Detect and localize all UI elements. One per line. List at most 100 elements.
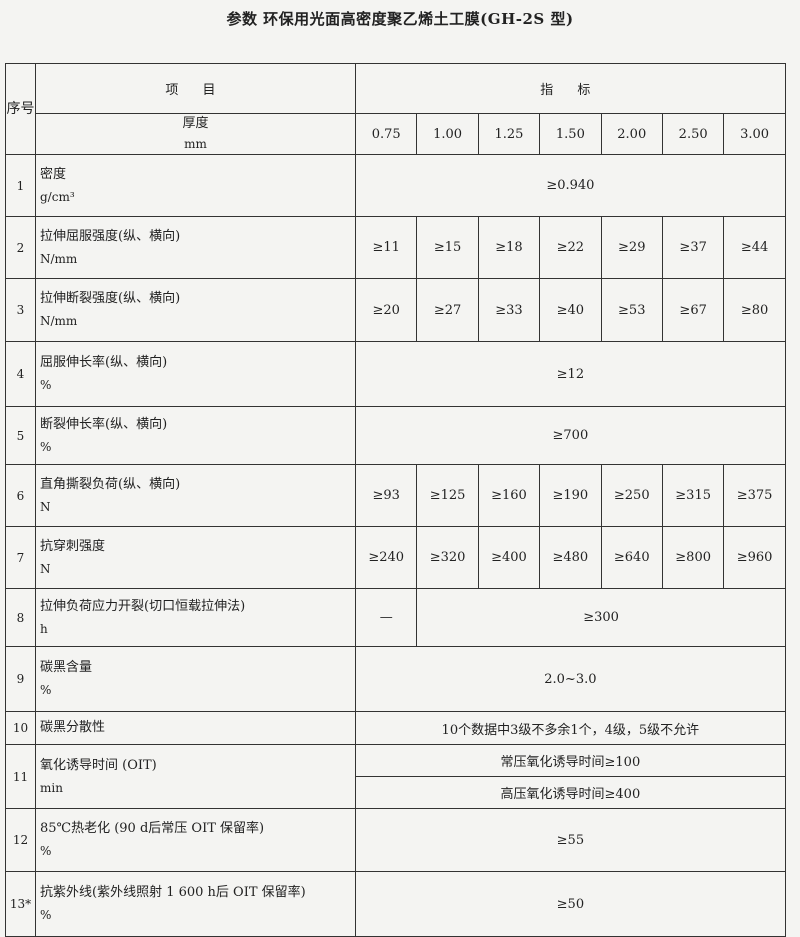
table-row: 13* 抗紫外线(紫外线照射 1 600 h后 OIT 保留率)% ≥50 xyxy=(5,871,786,937)
row-value: ≥190 xyxy=(539,464,602,527)
row-value: ≥27 xyxy=(416,278,479,342)
item-name: 拉伸负荷应力开裂(切口恒载拉伸法) xyxy=(40,598,246,614)
table-row: 4 屈服伸长率(纵、横向)% ≥12 xyxy=(5,341,786,407)
row-item: 抗穿刺强度 N xyxy=(35,526,356,589)
row-number: 6 xyxy=(5,464,36,527)
item-unit: h xyxy=(40,621,48,636)
spec-table: 序号 项 目 指 标 厚度 mm 0.75 1.00 1.25 1.50 2.00 2.5… xyxy=(5,63,786,937)
header-row: 序号 项 目 指 标 xyxy=(5,63,786,155)
item-unit: N/mm xyxy=(40,251,78,266)
row-number: 5 xyxy=(5,406,36,465)
table-row: 8 拉伸负荷应力开裂(切口恒载拉伸法) h — ≥300 xyxy=(5,588,786,647)
seq-header: 序号 xyxy=(5,63,36,155)
thickness-unit: mm xyxy=(184,137,207,151)
row-item: 氧化诱导时间 (OIT) min xyxy=(35,744,356,809)
item-name: 碳黑含量 xyxy=(40,660,93,675)
row-number: 10 xyxy=(5,711,36,745)
row-value: ≥22 xyxy=(539,216,602,279)
row-value: ≥33 xyxy=(477,278,541,342)
row-value: ≥29 xyxy=(600,216,663,279)
row-value: ≥960 xyxy=(723,526,786,589)
row-value: ≥80 xyxy=(723,278,786,342)
item-name: 拉伸断裂强度(纵、横向) xyxy=(40,291,181,306)
row-item: 拉伸负荷应力开裂(切口恒载拉伸法) h xyxy=(35,588,356,647)
spec-header: 指 标 xyxy=(355,63,786,114)
thickness-value: 3.00 xyxy=(723,113,786,155)
row-value: ≥0.940 xyxy=(355,154,786,217)
row-value: ≥40 xyxy=(539,278,602,342)
item-name: 抗紫外线(紫外线照射 1 600 h后 OIT 保留率) xyxy=(40,885,306,900)
thickness-value: 0.75 xyxy=(354,113,418,155)
row-number: 2 xyxy=(5,216,36,279)
table-row: 12 85℃热老化 (90 d后常压 OIT 保留率)% ≥55 xyxy=(5,808,786,872)
row-item: 密度 g/cm³ xyxy=(35,154,356,217)
table-row: 高压氧化诱导时间≥400 xyxy=(6,776,786,809)
row-number: 8 xyxy=(5,588,36,647)
row-item: 直角撕裂负荷(纵、横向) N xyxy=(35,464,356,527)
row-item: 抗紫外线(紫外线照射 1 600 h后 OIT 保留率)% xyxy=(35,871,356,937)
row-value: ≥12 xyxy=(355,341,786,407)
row-value: ≥125 xyxy=(416,464,479,527)
thickness-value: 1.50 xyxy=(539,113,602,155)
item-unit: % xyxy=(40,439,52,454)
row-value: ≥700 xyxy=(355,406,786,465)
row-number: 1 xyxy=(5,154,36,217)
row-value: ≥50 xyxy=(355,871,786,937)
row-value: — xyxy=(354,588,418,647)
thickness-value: 2.50 xyxy=(661,113,725,155)
thickness-value: 1.25 xyxy=(477,113,541,155)
row-value: ≥800 xyxy=(661,526,725,589)
row-item: 85℃热老化 (90 d后常压 OIT 保留率)% xyxy=(35,808,356,872)
row-item: 碳黑分散性 xyxy=(35,711,356,745)
row-item: 碳黑含量% xyxy=(35,646,356,712)
item-unit: N/mm xyxy=(40,314,78,328)
item-name: 断裂伸长率(纵、横向) xyxy=(40,416,168,432)
row-number: 3 xyxy=(5,278,36,342)
row-value: ≥375 xyxy=(723,464,786,527)
table-row: 3 拉伸断裂强度(纵、横向) N/mm ≥20 ≥27 ≥33 ≥40 ≥53 ≥67 ≥80 xyxy=(5,278,786,342)
item-unit: % xyxy=(40,683,52,697)
row-value: ≥20 xyxy=(354,278,418,342)
row-value: ≥18 xyxy=(477,216,541,279)
row-number: 13* xyxy=(5,871,36,937)
thickness-label: 厚度 mm xyxy=(35,113,356,155)
item-header: 项 目 xyxy=(35,63,356,114)
item-unit: N xyxy=(40,499,51,514)
item-unit: N xyxy=(40,561,51,576)
row-value: ≥320 xyxy=(416,526,479,589)
row-item: 屈服伸长率(纵、横向)% xyxy=(35,341,356,407)
row-value: ≥44 xyxy=(723,216,786,279)
row-number: 4 xyxy=(5,341,36,407)
item-name: 直角撕裂负荷(纵、横向) xyxy=(40,476,181,492)
row-value: ≥53 xyxy=(600,278,663,342)
item-name: 抗穿刺强度 xyxy=(40,538,106,554)
row-value: 2.0~3.0 xyxy=(355,646,786,712)
table-row: 5 断裂伸长率(纵、横向)% ≥700 xyxy=(5,406,786,465)
row-value: ≥15 xyxy=(416,216,479,279)
item-name: 碳黑分散性 xyxy=(40,720,106,735)
table-row: 1 密度 g/cm³ ≥0.940 xyxy=(5,154,786,217)
table-row: 6 直角撕裂负荷(纵、横向) N ≥93 ≥125 ≥160 ≥190 ≥250 ≥315 ≥37… xyxy=(5,464,786,527)
item-unit: % xyxy=(40,908,52,922)
document-title: 参数 环保用光面高密度聚乙烯土工膜(GH-2S 型) xyxy=(226,10,574,28)
thickness-row: 厚度 mm 0.75 1.00 1.25 1.50 2.00 2.50 3.00 xyxy=(6,113,786,155)
row-value: ≥315 xyxy=(661,464,725,527)
row-value: ≥37 xyxy=(661,216,725,279)
row-number: 7 xyxy=(5,526,36,589)
thickness-value: 2.00 xyxy=(600,113,663,155)
row-value: 常压氧化诱导时间≥100 xyxy=(355,744,786,777)
item-unit: % xyxy=(40,378,52,392)
table-row: 7 抗穿刺强度 N ≥240 ≥320 ≥400 ≥480 ≥640 ≥800 ≥960 xyxy=(5,526,786,589)
table-row: 11 氧化诱导时间 (OIT) min 常压氧化诱导时间≥100 xyxy=(5,744,786,809)
thickness-label-text: 厚度 xyxy=(182,116,209,131)
item-name: 密度 xyxy=(40,166,67,182)
table-row: 2 拉伸屈服强度(纵、横向) N/mm ≥11 ≥15 ≥18 ≥22 ≥29 ≥37 ≥44 xyxy=(5,216,786,279)
thickness-value: 1.00 xyxy=(416,113,479,155)
row-number: 9 xyxy=(5,646,36,712)
row-value: ≥400 xyxy=(477,526,541,589)
item-name: 屈服伸长率(纵、横向) xyxy=(40,355,168,370)
item-name: 85℃热老化 (90 d后常压 OIT 保留率) xyxy=(40,821,265,836)
row-value: ≥93 xyxy=(354,464,418,527)
item-name: 氧化诱导时间 (OIT) xyxy=(40,757,157,773)
row-value: ≥300 xyxy=(416,588,786,647)
